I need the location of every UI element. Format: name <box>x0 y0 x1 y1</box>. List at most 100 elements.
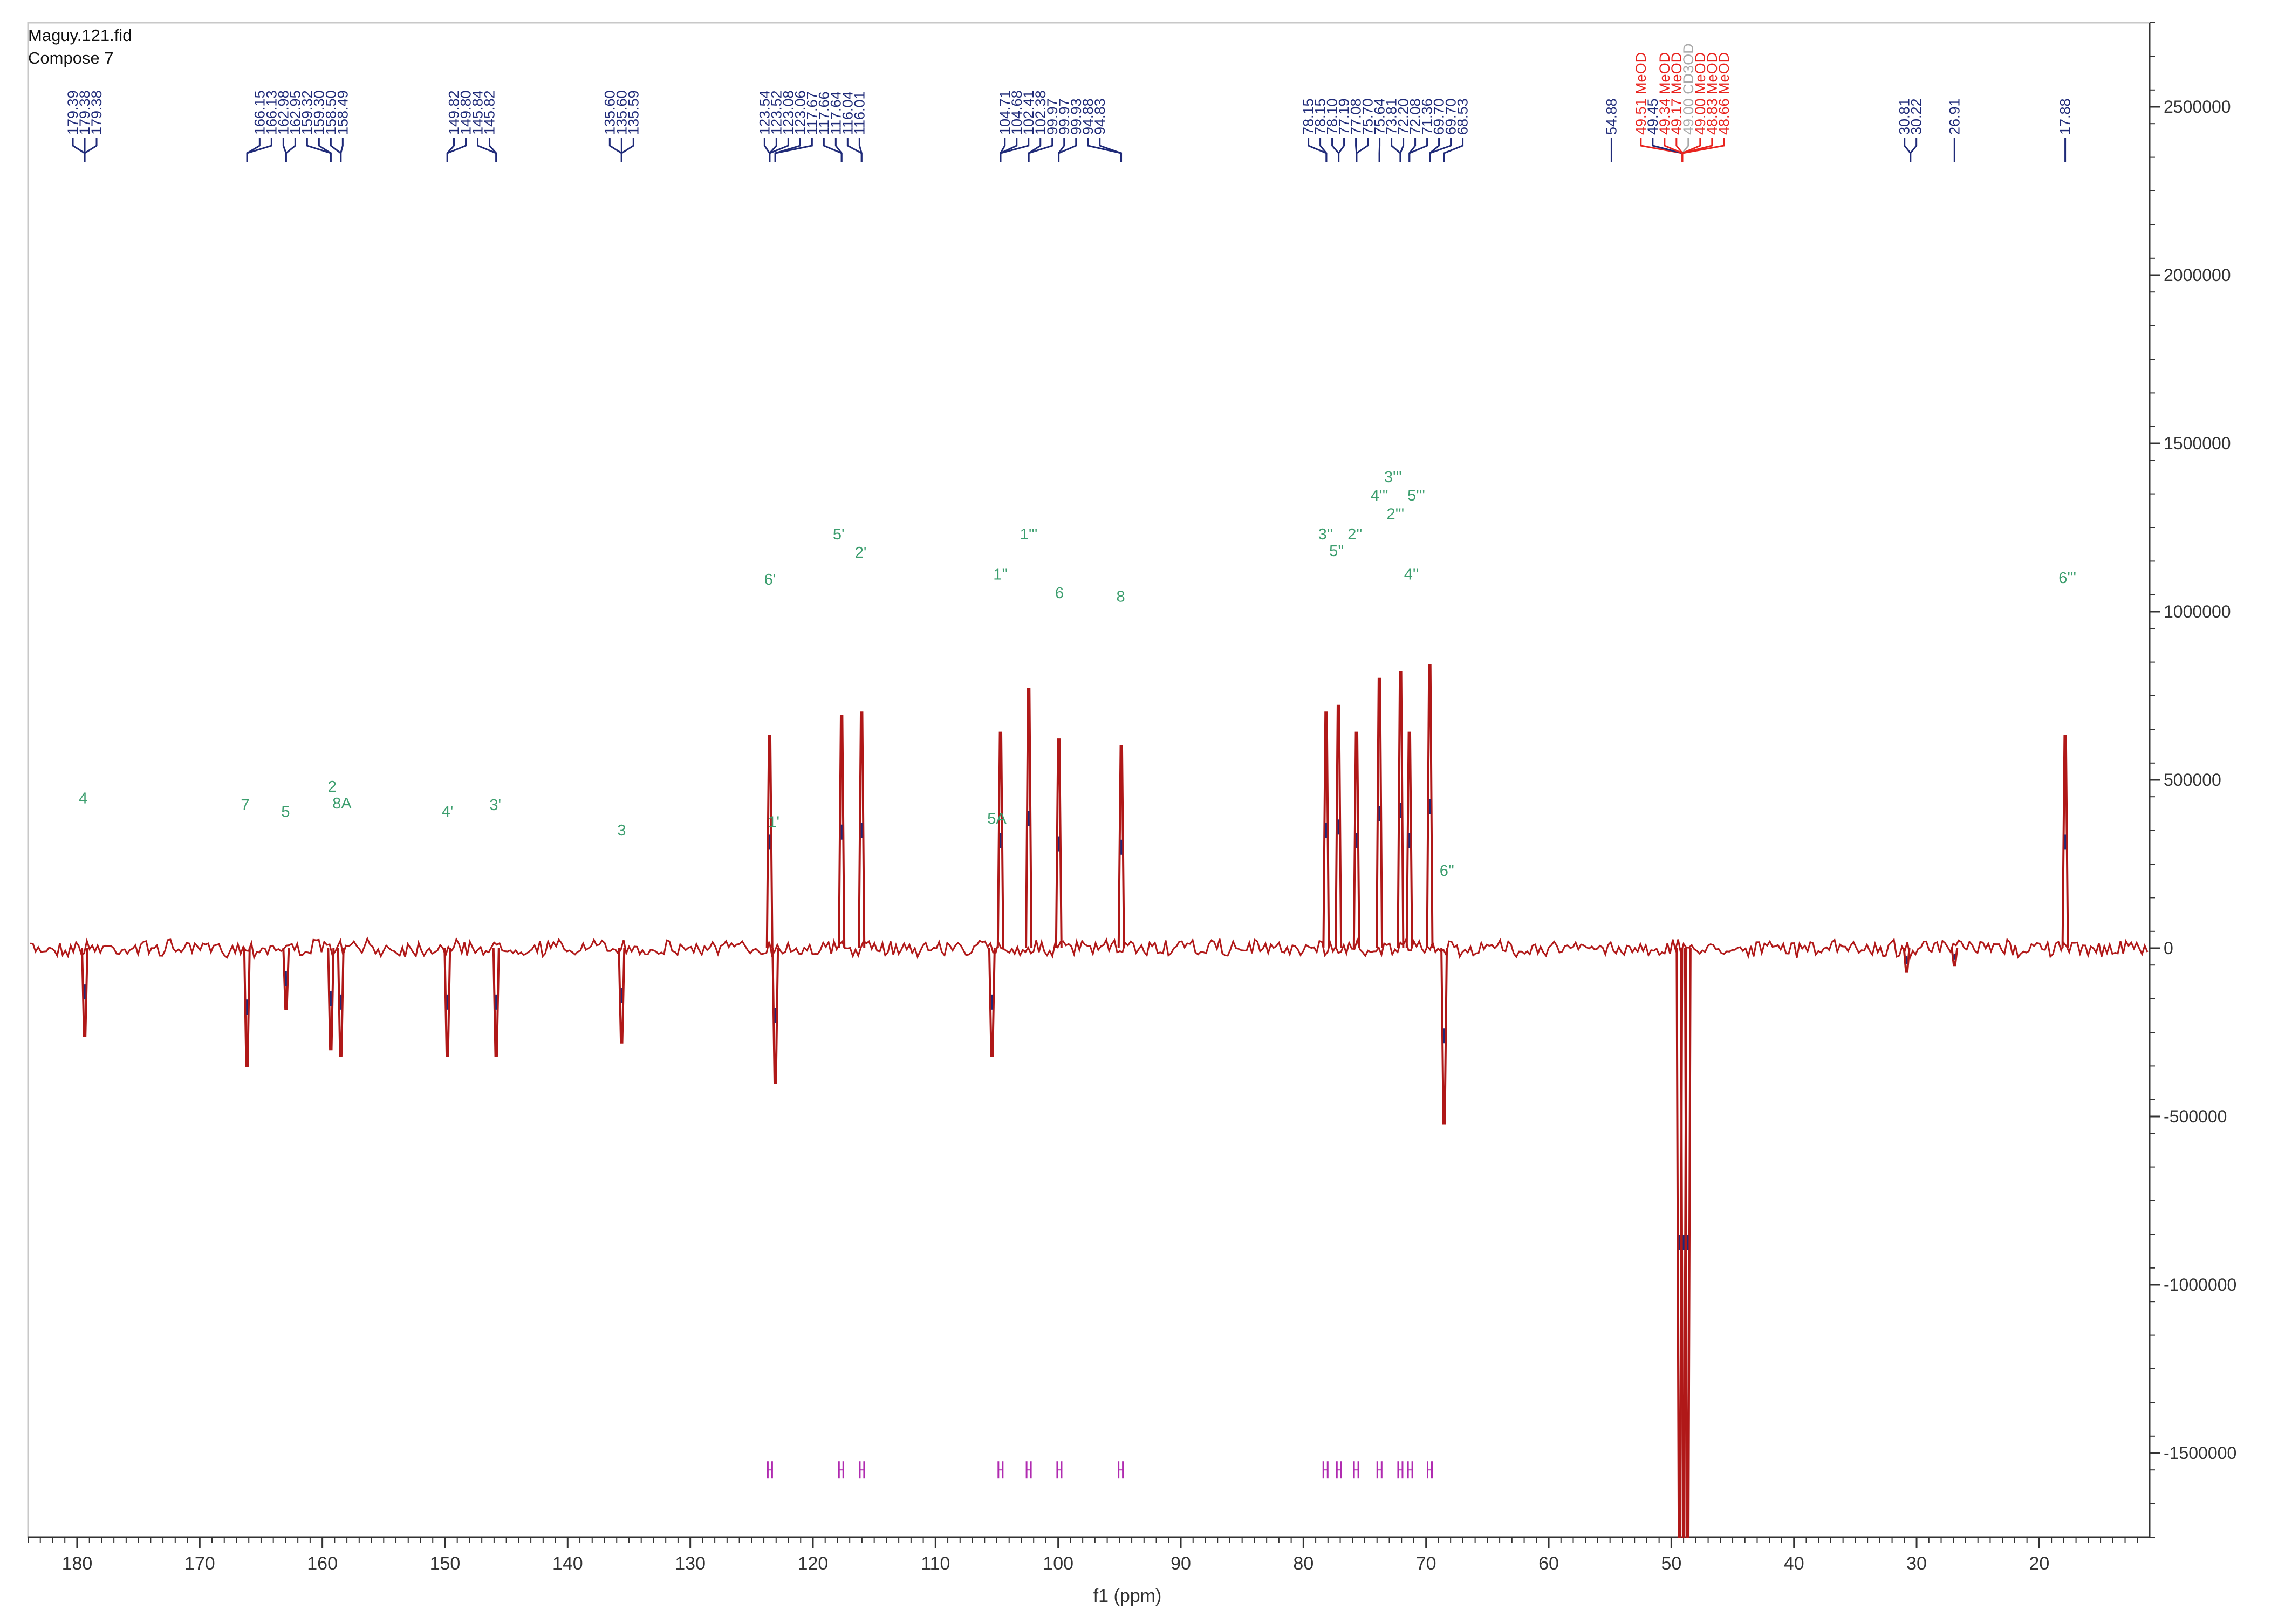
y-tick-label: 500000 <box>2164 770 2221 790</box>
peak-label-stem <box>774 138 813 162</box>
integral-marker <box>1397 1461 1404 1479</box>
peak-line <box>1055 738 1063 949</box>
peak-label: 68.53 <box>1455 98 1471 135</box>
peak-label: 145.82 <box>482 90 498 135</box>
assignment-label: 3'' <box>1318 526 1333 543</box>
spectrum-peak <box>1352 731 1360 949</box>
peak-line <box>771 948 779 1084</box>
assignment-label: 6 <box>1055 585 1064 602</box>
title-line-1: Maguy.121.fid <box>28 26 132 45</box>
spectrum-peak <box>492 948 500 1057</box>
assignment-label: 1' <box>768 813 779 831</box>
spectrum-peak <box>1025 688 1033 949</box>
assignment-label: 5'' <box>1329 543 1344 560</box>
assignment-label: 2 <box>328 778 337 796</box>
peak-label-stem <box>1910 138 1918 162</box>
peak-line <box>1025 688 1033 949</box>
spectrum-peak <box>996 731 1004 949</box>
peak-label-stem <box>1000 138 1030 162</box>
peak-line <box>282 948 290 1010</box>
peak-line <box>443 948 451 1057</box>
x-axis-title: f1 (ppm) <box>1093 1586 1162 1606</box>
peak-line <box>2061 735 2069 949</box>
peak-label-stem <box>1429 138 1452 162</box>
peak-line <box>1335 704 1343 949</box>
assignment-label: 5A <box>987 810 1007 827</box>
peak-label: 75.70 <box>1360 98 1376 135</box>
peak-label: 117.67 <box>804 91 820 135</box>
peak-label: 166.13 <box>263 90 279 135</box>
peak-label-stem <box>84 138 98 162</box>
peak-label: 72.08 <box>1407 98 1424 135</box>
peak-line <box>492 948 500 1057</box>
x-tick-label: 180 <box>62 1553 93 1574</box>
y-axis: 2500000 2000000 1500000 1000000 500000 0 -5000… <box>2149 22 2236 1538</box>
integral-marker <box>997 1461 1004 1479</box>
peak-label: 179.38 <box>77 90 93 135</box>
spectrum-peak <box>1405 731 1413 949</box>
peak-label: 54.88 <box>1603 98 1619 135</box>
peak-label: 159.32 <box>299 90 315 135</box>
peak-label: 135.59 <box>625 90 641 135</box>
peak-label: 179.39 <box>65 90 81 135</box>
peak-label-stem <box>620 138 634 162</box>
x-tick-label: 20 <box>2029 1553 2049 1574</box>
assignment-label: 8A <box>332 795 352 812</box>
integral-marker <box>1407 1461 1413 1479</box>
peak-label: 135.60 <box>613 90 630 135</box>
peak-label-stem <box>1443 138 1464 162</box>
peak-label: 162.98 <box>275 90 291 135</box>
peak-label: 75.64 <box>1372 98 1388 135</box>
assignment-label: 4 <box>79 790 87 807</box>
peak-label: 149.82 <box>446 90 462 135</box>
peak-line <box>243 948 251 1067</box>
spectrum-peak <box>1117 745 1125 949</box>
peak-label: 99.97 <box>1056 98 1072 135</box>
peak-label-stem <box>1378 138 1381 162</box>
integral-marker <box>838 1461 844 1479</box>
x-tick-label: 90 <box>1171 1553 1191 1574</box>
assignment-label: 6' <box>764 571 776 588</box>
y-tick-label: -1000000 <box>2164 1275 2236 1294</box>
peak-label-stem <box>489 138 497 162</box>
y-tick-label: 1000000 <box>2164 602 2231 621</box>
peak-label: 49.00 CD3OD <box>1680 43 1696 135</box>
peak-label: 71.36 <box>1419 98 1435 135</box>
spectrum-peak <box>282 948 290 1010</box>
peak-label-stem <box>285 138 296 162</box>
assignment-label: 1'' <box>993 566 1008 584</box>
peak-label-stem <box>1338 138 1345 162</box>
peak-line <box>1440 948 1448 1125</box>
peak-line <box>618 948 626 1044</box>
x-tick-label: 30 <box>1906 1553 1927 1574</box>
integral-marker <box>1118 1461 1124 1479</box>
peak-label-stem <box>1681 138 1725 162</box>
spectrum-peak <box>765 735 774 949</box>
peak-label-group: 78.1578.1578.1077.1977.0875.7075.6473.81… <box>1301 98 1471 162</box>
peak-label: 77.19 <box>1336 98 1352 135</box>
peak-label-stem <box>1099 138 1123 162</box>
peak-label: 78.15 <box>1301 98 1317 135</box>
peak-label: 123.08 <box>780 90 796 135</box>
peak-label-stem <box>1408 138 1428 162</box>
baseline-noise <box>30 936 2149 961</box>
peak-line <box>337 948 345 1057</box>
spectrum-peak <box>1055 738 1063 949</box>
peak-label: 123.06 <box>792 90 808 135</box>
peak-label: 48.83 MeOD <box>1704 52 1720 135</box>
integral-marker <box>767 1461 773 1479</box>
peak-line <box>838 715 846 949</box>
spectrum-peak <box>1903 948 1911 973</box>
spectrum-peak <box>81 948 89 1037</box>
x-tick-label: 70 <box>1416 1553 1436 1574</box>
x-axis: 180 170 160 150 140 130 120 110 100 90 80 70 60 50 40 3… <box>28 1536 2150 1574</box>
y-tick-label: 2000000 <box>2164 265 2231 285</box>
peak-label-stem <box>1399 138 1405 162</box>
assignment-label: 3 <box>617 822 626 839</box>
integral-marker <box>1056 1461 1063 1479</box>
spectrum-peak <box>1335 704 1343 949</box>
assignment-label: 3''' <box>1384 469 1402 486</box>
